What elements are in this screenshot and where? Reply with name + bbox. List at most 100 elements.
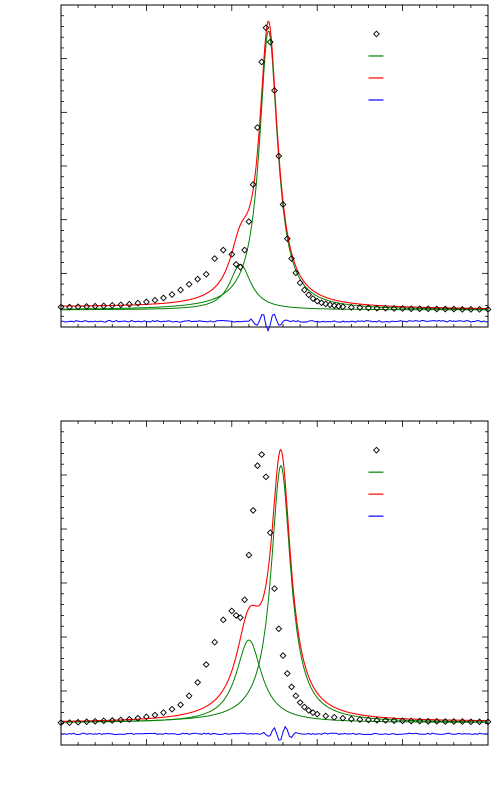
data-point [313,710,321,718]
chart-panel-bottom [57,420,492,746]
data-point [228,607,236,615]
data-point [249,181,257,188]
data-point [266,529,274,537]
data-point [390,717,398,725]
residual-line [60,313,489,332]
data-point [399,305,407,312]
data-point [382,716,389,724]
data-point [177,701,184,709]
data-point [108,716,116,724]
data-point [484,305,492,313]
data-point [245,218,253,226]
plot-frame [60,420,489,746]
data-point [476,305,483,313]
data-point [245,551,253,559]
data-point [211,638,219,646]
data-point [288,683,296,691]
data-point [66,719,73,727]
data-point [232,260,240,268]
data-point [258,451,266,458]
data-point [177,286,184,294]
data-point [373,716,381,724]
data-point [271,87,278,94]
data-point [228,250,236,258]
data-point [450,305,458,313]
data-point [283,670,291,677]
data-point [57,719,65,727]
data-point [194,678,202,686]
data-point [373,304,381,312]
data-point [202,661,210,668]
data-points [57,451,492,727]
data-point [309,295,317,302]
data-point [292,692,300,700]
legend-data-marker [373,446,380,454]
data-point [66,303,73,311]
data-point [279,201,287,208]
data-point [241,246,249,254]
data-point [185,280,193,288]
data-point [142,713,150,721]
data-point [134,714,142,722]
data-point [424,305,432,313]
data-point [450,718,458,725]
data-point [458,305,466,313]
data-point [300,703,308,711]
data-point [424,717,432,725]
data-point [151,296,159,304]
data-point [335,302,342,310]
data-point [467,718,475,726]
data-point [83,718,91,726]
data-point [292,269,300,277]
axis-ticks [60,4,489,328]
data-point [484,718,492,726]
data-point [365,304,372,312]
data-point [318,299,325,307]
data-point [279,652,287,660]
data-point [83,303,91,310]
data-point [262,24,270,32]
data-point [57,303,65,311]
data-point [441,305,449,313]
data-point [339,303,347,311]
data-point [168,291,176,298]
data-point [275,625,283,633]
data-point [253,124,261,131]
data-point [74,718,82,726]
data-point [296,279,304,287]
legend [368,446,384,517]
component-line-2 [61,263,488,311]
data-point [253,462,261,470]
data-point [262,473,270,481]
data-point [416,305,424,313]
data-point [125,715,133,723]
data-point [194,275,202,283]
data-point [185,692,193,700]
data-point [219,616,227,624]
data-point [305,706,313,714]
data-point [125,300,133,308]
data-point [100,302,108,310]
data-point [236,263,244,271]
data-point [168,705,176,713]
data-point [275,152,283,160]
data-point [236,614,244,622]
data-point [91,302,99,310]
data-point [347,303,355,311]
data-point [309,709,317,717]
data-point [356,716,364,723]
data-point [160,709,167,717]
residual-line [60,725,489,741]
fit-line [61,20,488,310]
data-point [330,302,338,310]
data-point [142,298,150,306]
data-point [134,299,142,307]
data-point [326,301,334,309]
data-point [458,718,466,725]
data-point [433,305,441,313]
data-point [305,291,313,299]
data-point [322,300,330,308]
data-point [347,715,355,723]
data-point [356,304,364,312]
